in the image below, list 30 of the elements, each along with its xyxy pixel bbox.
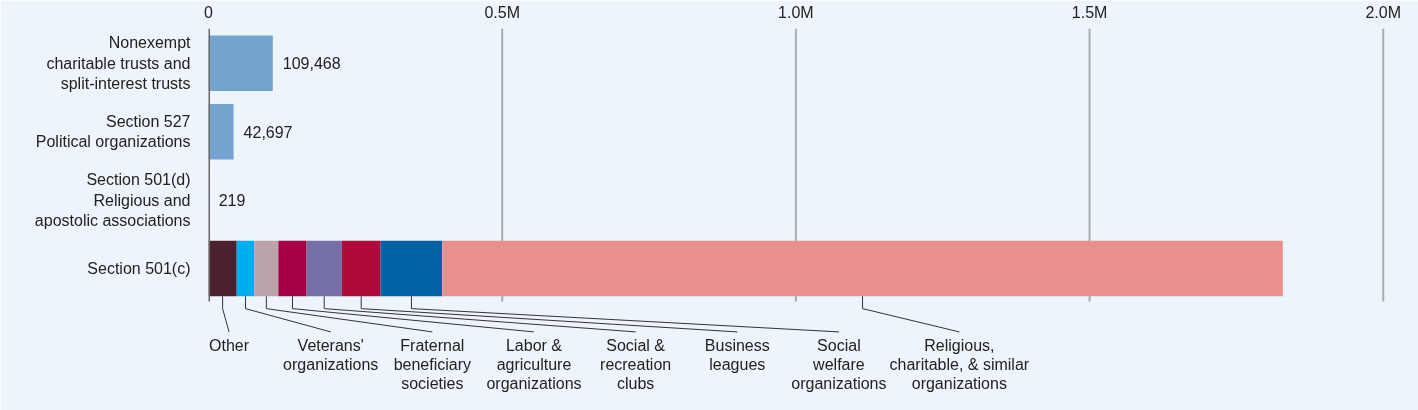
x-tick-label: 0 <box>204 3 214 21</box>
bar <box>208 103 234 160</box>
y-tick-label: Section 501(c) <box>87 260 191 278</box>
text: Social welfare organizations <box>791 337 887 392</box>
y-tick-label: Nonexempt charitable trusts and split-interest trusts <box>46 34 192 93</box>
bar <box>254 240 279 297</box>
x-tick-label: 1.5M <box>1071 3 1108 21</box>
bar <box>442 240 1283 297</box>
data-label: 219 <box>218 192 246 210</box>
text: Veterans' organizations <box>283 337 379 374</box>
bar <box>278 240 307 297</box>
x-tick-label: 2.0M <box>1365 3 1402 21</box>
bar <box>380 240 443 297</box>
text: Social & recreation clubs <box>600 337 672 392</box>
bar <box>236 240 255 297</box>
x-tick-label: 1.0M <box>778 3 814 21</box>
bar <box>208 35 273 91</box>
data-label: 109,468 <box>282 55 341 73</box>
bar <box>341 240 381 297</box>
text: Religious, charitable, & similar organizations <box>889 337 1030 392</box>
text: Fraternal beneficiary societies <box>393 337 472 392</box>
y-tick-label: Section 501(d) Religious and apostolic associations <box>34 171 191 230</box>
data-label: 42,697 <box>243 123 293 141</box>
text: Other <box>209 337 250 355</box>
text: Business leagues <box>704 337 770 374</box>
x-tick-label: 0.5M <box>484 3 520 21</box>
y-tick-label: Section 527 Political organizations <box>35 112 191 151</box>
bar <box>208 240 237 297</box>
text: Labor & agriculture organizations <box>486 337 582 392</box>
bar <box>306 240 342 297</box>
